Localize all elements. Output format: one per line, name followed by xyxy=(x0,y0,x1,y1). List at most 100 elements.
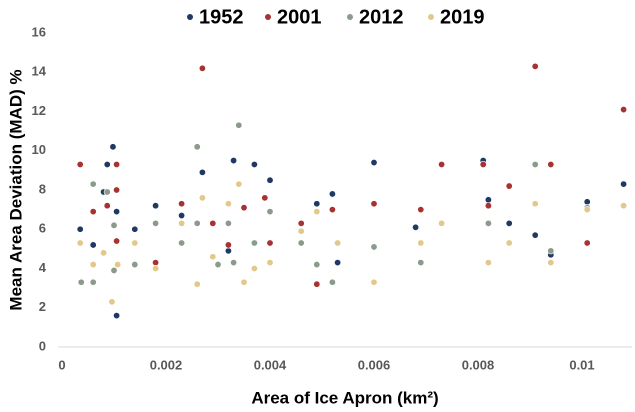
point xyxy=(152,219,160,227)
point xyxy=(334,239,342,247)
point xyxy=(297,227,305,235)
legend-marker xyxy=(347,14,353,20)
point xyxy=(131,225,139,233)
y-tick-label: 10 xyxy=(32,142,46,157)
y-tick-label: 0 xyxy=(39,338,46,353)
point xyxy=(198,64,206,72)
point xyxy=(531,160,539,168)
x-tick-label: 0.002 xyxy=(150,357,183,372)
point xyxy=(547,160,555,168)
y-tick-label: 14 xyxy=(32,64,47,79)
legend-marker xyxy=(187,14,193,20)
x-axis-title: Area of Ice Apron (km²) xyxy=(251,388,438,407)
y-axis-title: Mean Area Deviation (MAD) % xyxy=(6,69,25,310)
point xyxy=(103,160,111,168)
point xyxy=(152,202,160,210)
point xyxy=(131,261,139,269)
point xyxy=(103,202,111,210)
point xyxy=(328,278,336,286)
point xyxy=(100,249,108,257)
point xyxy=(583,239,591,247)
y-tick-label: 8 xyxy=(39,181,46,196)
point xyxy=(531,231,539,239)
point xyxy=(484,196,492,204)
point xyxy=(224,247,232,255)
point xyxy=(505,239,513,247)
point xyxy=(328,206,336,214)
point xyxy=(103,188,111,196)
point xyxy=(583,198,591,206)
point xyxy=(110,221,118,229)
point xyxy=(113,208,121,216)
point xyxy=(297,239,305,247)
x-tick-label: 0.008 xyxy=(462,357,495,372)
point xyxy=(89,208,97,216)
point xyxy=(178,219,186,227)
point xyxy=(235,180,243,188)
x-tick-label: 0 xyxy=(58,357,65,372)
point xyxy=(240,204,248,212)
point xyxy=(178,212,186,220)
point xyxy=(266,239,274,247)
point xyxy=(198,194,206,202)
point xyxy=(484,219,492,227)
point xyxy=(110,266,118,274)
point xyxy=(152,264,160,272)
y-tick-label: 2 xyxy=(39,299,46,314)
point xyxy=(209,253,217,261)
point xyxy=(297,219,305,227)
point xyxy=(266,176,274,184)
point xyxy=(131,239,139,247)
legend-marker xyxy=(428,14,434,20)
point xyxy=(89,278,97,286)
legend-label: 2012 xyxy=(359,6,404,28)
point xyxy=(235,121,243,129)
point xyxy=(531,62,539,70)
point xyxy=(113,312,121,320)
x-tick-label: 0.004 xyxy=(254,357,287,372)
point xyxy=(370,200,378,208)
point xyxy=(547,259,555,267)
point xyxy=(484,259,492,267)
point xyxy=(531,200,539,208)
point xyxy=(479,160,487,168)
point xyxy=(109,143,117,151)
point xyxy=(370,243,378,251)
point xyxy=(266,259,274,267)
point xyxy=(412,223,420,231)
point xyxy=(484,202,492,210)
point xyxy=(193,219,201,227)
point xyxy=(620,202,628,210)
point xyxy=(370,278,378,286)
point xyxy=(178,239,186,247)
point xyxy=(266,208,274,216)
point xyxy=(250,160,258,168)
point xyxy=(76,239,84,247)
point xyxy=(370,159,378,167)
x-tick-label: 0.006 xyxy=(358,357,391,372)
point xyxy=(620,180,628,188)
point xyxy=(152,259,160,267)
y-tick-label: 16 xyxy=(32,24,46,39)
point xyxy=(113,160,121,168)
legend-label: 2019 xyxy=(440,6,485,28)
point xyxy=(417,259,425,267)
point xyxy=(114,261,122,269)
y-tick-label: 12 xyxy=(32,103,46,118)
x-tick-label: 0.01 xyxy=(569,357,594,372)
point xyxy=(417,239,425,247)
point xyxy=(438,160,446,168)
point xyxy=(193,143,201,151)
legend-label: 1952 xyxy=(199,6,244,28)
point xyxy=(224,219,232,227)
point xyxy=(328,190,336,198)
point xyxy=(230,157,238,165)
point xyxy=(230,259,238,267)
point xyxy=(89,180,97,188)
point xyxy=(313,200,321,208)
point xyxy=(76,160,84,168)
point xyxy=(505,182,513,190)
point xyxy=(417,206,425,214)
point xyxy=(505,219,513,227)
